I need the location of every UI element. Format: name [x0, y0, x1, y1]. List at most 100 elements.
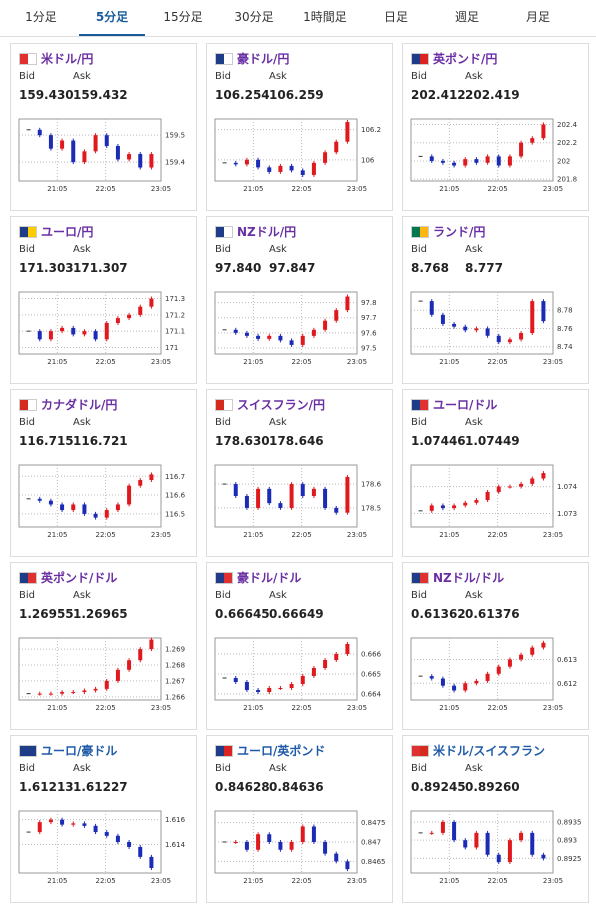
- candle: [345, 122, 350, 142]
- rate-card[interactable]: ユーロ/円 Bid Ask 171.303 171.307 171 171.1 171.2 17…: [10, 216, 197, 384]
- candle: [93, 513, 98, 518]
- pair-title[interactable]: カナダドル/円: [41, 398, 118, 412]
- x-tick-label: 22:05: [96, 185, 116, 193]
- x-tick-label: 23:05: [543, 358, 563, 366]
- ask-value: 0.66649: [269, 607, 324, 621]
- candle: [233, 162, 238, 165]
- flag-icon: [19, 226, 37, 238]
- bid-value: 0.89245: [411, 780, 466, 794]
- ask-value: 106.259: [269, 88, 324, 102]
- rate-card[interactable]: 米ドル/スイスフラン Bid Ask 0.89245 0.89260 0.8925 0.89…: [402, 735, 589, 903]
- bid-value: 0.84628: [215, 780, 270, 794]
- flag-icon: [411, 745, 429, 757]
- rate-card[interactable]: NZドル/ドル Bid Ask 0.61362 0.61376 0.612 0.613 21:…: [402, 562, 589, 730]
- mini-chart: 201.8 202 202.2 202.4 21:05 22:05 23:05: [410, 118, 578, 193]
- rate-card[interactable]: 英ポンド/円 Bid Ask 202.412 202.419 201.8 202 202.2 2…: [402, 43, 589, 211]
- pair-title[interactable]: ユーロ/豪ドル: [41, 744, 118, 758]
- ask-value: 178.646: [269, 434, 324, 448]
- candle: [334, 507, 339, 513]
- candle: [149, 639, 154, 650]
- bid-value: 97.840: [215, 261, 262, 275]
- tab[interactable]: 週足: [454, 10, 479, 24]
- candle: [530, 647, 535, 655]
- y-tick-label: 1.073: [557, 510, 577, 518]
- candle: [104, 832, 109, 836]
- candle: [541, 854, 546, 859]
- candle: [71, 504, 76, 511]
- rate-card[interactable]: ユーロ/豪ドル Bid Ask 1.61213 1.61227 1.614 1.616 21:…: [10, 735, 197, 903]
- tab[interactable]: 30分足: [234, 10, 274, 24]
- pair-title[interactable]: ユーロ/ドル: [433, 398, 498, 412]
- y-tick-label: 0.8475: [361, 819, 386, 827]
- candle: [541, 124, 546, 139]
- x-tick-label: 22:05: [292, 877, 312, 885]
- pair-title[interactable]: ユーロ/円: [41, 225, 94, 239]
- mini-chart: 1.614 1.616 21:05 22:05 23:05: [18, 810, 186, 885]
- candle: [289, 684, 294, 688]
- ask-label: Ask: [465, 417, 483, 428]
- pair-title[interactable]: 米ドル/スイスフラン: [433, 744, 546, 758]
- tab[interactable]: 日足: [383, 10, 408, 24]
- chart-frame: [214, 637, 358, 701]
- candle: [244, 682, 249, 690]
- mini-chart: 97.5 97.6 97.7 97.8 21:05 22:05 23:05: [214, 291, 377, 366]
- tab[interactable]: 月足: [525, 10, 550, 24]
- pair-title[interactable]: ユーロ/英ポンド: [237, 744, 326, 758]
- tab[interactable]: 5分足: [79, 0, 145, 36]
- tab[interactable]: 15分足: [163, 10, 203, 24]
- candle: [429, 156, 434, 161]
- pair-title[interactable]: 豪ドル/ドル: [237, 571, 302, 585]
- pair-title[interactable]: 英ポンド/円: [433, 52, 498, 66]
- y-tick-label: 1.269: [165, 646, 185, 654]
- candle: [323, 488, 328, 508]
- ask-value: 116.721: [73, 434, 128, 448]
- pair-title[interactable]: ランド/円: [433, 225, 486, 239]
- rate-card[interactable]: 英ポンド/ドル Bid Ask 1.26955 1.26965 1.266 1.267 1.2…: [10, 562, 197, 730]
- candle: [127, 842, 132, 847]
- candle: [300, 826, 305, 842]
- candle: [440, 314, 445, 324]
- x-tick-label: 21:05: [47, 185, 67, 193]
- candle: [48, 331, 53, 340]
- pair-title[interactable]: 米ドル/円: [41, 52, 94, 66]
- candle: [289, 842, 294, 850]
- pair-title[interactable]: スイスフラン/円: [237, 398, 326, 412]
- rate-card[interactable]: 豪ドル/ドル Bid Ask 0.66645 0.66649 0.664 0.665 0.66…: [206, 562, 393, 730]
- rate-card[interactable]: ランド/円 Bid Ask 8.768 8.777 8.74 8.76 8.78 21:05 22…: [402, 216, 589, 384]
- y-tick-label: 8.74: [557, 343, 573, 351]
- pair-title[interactable]: NZドル/円: [237, 225, 297, 239]
- pair-title[interactable]: 豪ドル/円: [237, 52, 290, 66]
- rate-card[interactable]: スイスフラン/円 Bid Ask 178.630 178.646 178.5 178.6 21…: [206, 389, 393, 557]
- rate-card[interactable]: ユーロ/英ポンド Bid Ask 0.84628 0.84636 0.8465 0.847 0…: [206, 735, 393, 903]
- candle: [149, 474, 154, 481]
- rate-card[interactable]: 豪ドル/円 Bid Ask 106.254 106.259 106 106.2 21:05 22…: [206, 43, 393, 211]
- chart-frame: [18, 637, 162, 701]
- x-tick-label: 21:05: [47, 358, 67, 366]
- candle: [452, 505, 457, 509]
- x-tick-label: 21:05: [439, 185, 459, 193]
- tab[interactable]: 1時間足: [303, 10, 347, 24]
- candle: [323, 842, 328, 854]
- candle: [440, 505, 445, 509]
- candle: [278, 688, 283, 689]
- candle: [138, 846, 143, 857]
- bid-value: 159.430: [19, 88, 74, 102]
- candle: [530, 138, 535, 143]
- candle: [127, 154, 132, 160]
- rate-card[interactable]: NZドル/円 Bid Ask 97.840 97.847 97.5 97.6 97.7 97.8…: [206, 216, 393, 384]
- y-tick-label: 178.5: [361, 504, 381, 512]
- candle: [71, 823, 76, 825]
- pair-title[interactable]: NZドル/ドル: [433, 571, 505, 585]
- candle: [485, 156, 490, 163]
- tab[interactable]: 1分足: [25, 10, 57, 24]
- candle: [474, 680, 479, 684]
- rate-card[interactable]: ユーロ/ドル Bid Ask 1.07446 1.07449 1.073 1.074 21:0…: [402, 389, 589, 557]
- candle: [429, 676, 434, 679]
- candle: [541, 642, 546, 648]
- y-tick-label: 116.7: [165, 473, 185, 481]
- bid-value: 0.61362: [411, 607, 466, 621]
- rate-card[interactable]: 米ドル/円 Bid Ask 159.430 159.432 159.4 159.5 21:05…: [10, 43, 197, 211]
- rate-card[interactable]: カナダドル/円 Bid Ask 116.715 116.721 116.5 116.6 116…: [10, 389, 197, 557]
- flag-icon: [19, 399, 37, 411]
- pair-title[interactable]: 英ポンド/ドル: [41, 571, 118, 585]
